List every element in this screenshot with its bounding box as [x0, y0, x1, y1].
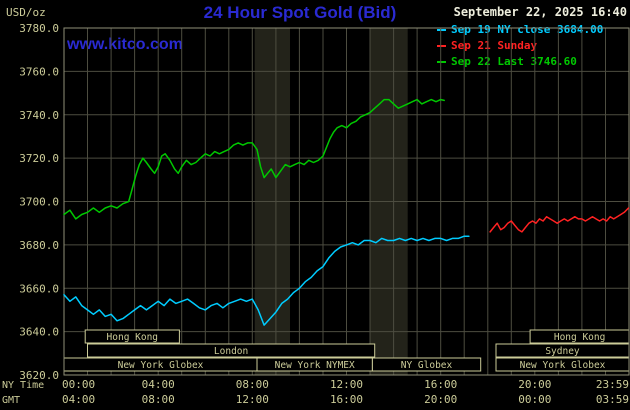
session-label: Hong Kong [107, 332, 158, 343]
y-tick-label: 3760.0 [19, 65, 59, 78]
kitco-link[interactable]: www.kitco.com [67, 36, 183, 53]
legend-item: Sep 22 Last 3746.60 [437, 55, 603, 68]
x-tick-label-ny: 20:00 [518, 378, 551, 391]
y-tick-label: 3620.0 [19, 369, 59, 382]
legend-item: Sep 21 Sunday [437, 39, 603, 52]
y-tick-label: 3680.0 [19, 239, 59, 252]
legend-color-dash [437, 28, 446, 31]
chart-title: 24 Hour Spot Gold (Bid) [203, 3, 397, 22]
session-box [84, 329, 180, 344]
price-series-line-0 [63, 235, 470, 326]
price-series-line-2 [63, 98, 445, 220]
session-label: London [214, 346, 248, 357]
x-tick-label-ny: 08:00 [236, 378, 269, 391]
session-label: NY Globex [401, 360, 453, 371]
gmt-label: GMT [2, 395, 20, 406]
session-label: New York NYMEX [275, 360, 355, 371]
y-tick-label: 3660.0 [19, 282, 59, 295]
x-tick-label-gmt: 03:59 [596, 393, 629, 406]
x-tick-label-gmt: 20:00 [424, 393, 457, 406]
y-tick-label: 3740.0 [19, 109, 59, 122]
legend-label: Sep 19 NY close 3684.00 [451, 23, 604, 36]
y-tick-label: 3720.0 [19, 152, 59, 165]
session-label: Hong Kong [554, 332, 605, 343]
legend-color-dash [437, 44, 446, 47]
y-axis-unit-label: USD/oz [6, 6, 46, 19]
chart-datetime: September 22, 2025 16:40 [453, 5, 627, 19]
session-box [87, 343, 376, 358]
x-tick-label-ny: 16:00 [424, 378, 457, 391]
legend-item: Sep 19 NY close 3684.00 [437, 23, 603, 36]
legend: Sep 19 NY close 3684.00 Sep 21 Sunday Sep … [437, 23, 603, 68]
y-tick-label: 3700.0 [19, 196, 59, 209]
session-label: Sydney [545, 346, 580, 357]
x-tick-label-gmt: 16:00 [330, 393, 363, 406]
x-tick-label-gmt: 08:00 [142, 393, 175, 406]
legend-label: Sep 21 Sunday [451, 39, 538, 52]
session-label: New York Globex [520, 360, 606, 371]
x-tick-label-ny: 23:59 [596, 378, 629, 391]
x-tick-label-gmt: 04:00 [62, 393, 95, 406]
session-box [371, 357, 482, 372]
x-tick-label-gmt: 00:00 [518, 393, 551, 406]
price-series-line-1 [489, 207, 630, 233]
plot-border [63, 27, 630, 376]
x-tick-label-ny: 00:00 [62, 378, 95, 391]
x-tick-label-gmt: 12:00 [236, 393, 269, 406]
session-label: New York Globex [118, 360, 204, 371]
x-tick-label-ny: 04:00 [142, 378, 175, 391]
ny-time-label: NY Time [2, 380, 44, 391]
legend-color-dash [437, 60, 446, 63]
y-tick-label: 3780.0 [19, 22, 59, 35]
legend-label: Sep 22 Last 3746.60 [451, 55, 577, 68]
x-tick-label-ny: 12:00 [330, 378, 363, 391]
y-tick-label: 3640.0 [19, 326, 59, 339]
